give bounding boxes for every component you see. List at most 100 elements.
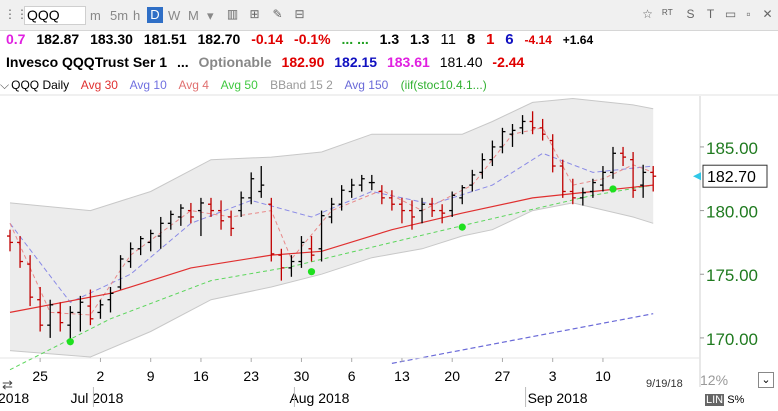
ohlc-bar[interactable] <box>157 216 164 249</box>
ohlc-bar[interactable] <box>589 178 596 198</box>
period-5m[interactable]: 5m <box>110 8 129 23</box>
ohlc-bar[interactable] <box>238 191 245 217</box>
legend-item-avg30[interactable]: Avg 30 <box>80 78 118 92</box>
legend-item-avg10[interactable]: Avg 10 <box>129 78 167 92</box>
x-tick-label: 3 <box>549 368 557 384</box>
ohlc-bar[interactable] <box>117 255 124 290</box>
ohlc-bar[interactable] <box>599 166 606 192</box>
ohlc-bar[interactable] <box>368 174 375 191</box>
ohlc-bar[interactable] <box>378 185 385 205</box>
ohlc-bar[interactable] <box>7 229 13 252</box>
ohlc-bar[interactable] <box>479 153 486 179</box>
ohlc-bar[interactable] <box>67 306 74 343</box>
period-w[interactable]: W <box>168 8 181 23</box>
ohlc-bar[interactable] <box>650 166 657 192</box>
ohlc-bar[interactable] <box>489 140 496 167</box>
close-icon[interactable]: ✕ <box>762 7 773 21</box>
ohlc-bar[interactable] <box>308 236 315 262</box>
legend-item-qqq-daily[interactable]: ⌵ QQQ Daily <box>0 78 70 92</box>
chevron-down-icon[interactable]: ⌄ <box>758 372 774 388</box>
ohlc-bar[interactable] <box>398 197 405 224</box>
ohlc-bar[interactable] <box>469 169 476 192</box>
ohlc-bar[interactable] <box>77 295 84 332</box>
ohlc-bar[interactable] <box>459 185 466 205</box>
ohlc-bar[interactable] <box>127 242 134 268</box>
ohlc-bar[interactable] <box>187 202 194 224</box>
legend-item-stoc[interactable]: (iif(stoc10.4.1...) <box>400 78 487 92</box>
signal-dot <box>458 223 466 231</box>
ohlc-bar[interactable] <box>47 299 54 338</box>
ohlc-bar[interactable] <box>177 204 184 226</box>
ohlc-bar[interactable] <box>288 255 295 277</box>
ohlc-bar[interactable] <box>620 146 627 167</box>
legend-item-avg150[interactable]: Avg 150 <box>344 78 389 92</box>
ohlc-bar[interactable] <box>167 210 174 230</box>
s-icon[interactable]: S <box>686 7 695 21</box>
ohlc-bar[interactable] <box>197 197 204 237</box>
ohlc-bar[interactable] <box>147 229 154 252</box>
ohlc-bar[interactable] <box>27 255 34 307</box>
ohlc-bar[interactable] <box>409 200 415 230</box>
ohlc-bar[interactable] <box>278 248 285 281</box>
ohlc-bar[interactable] <box>529 111 536 135</box>
ohlc-bar[interactable] <box>509 124 516 147</box>
ohlc-bar[interactable] <box>449 191 456 217</box>
ohlc-bar[interactable] <box>17 236 24 268</box>
ohlc-bar[interactable] <box>539 118 546 141</box>
draw-icon[interactable]: ✎ <box>272 7 283 21</box>
ohlc-bar[interactable] <box>298 236 305 268</box>
ohlc-bar[interactable] <box>208 197 214 217</box>
ohlc-bar[interactable] <box>519 115 526 135</box>
ohlc-bar[interactable] <box>640 164 647 198</box>
ohlc-bar[interactable] <box>348 178 355 198</box>
ohlc-bar[interactable] <box>569 178 576 205</box>
quote-n6: +1.64 <box>562 33 594 47</box>
refresh-icon[interactable]: ⇄ <box>2 377 13 392</box>
ohlc-bar[interactable] <box>97 299 104 319</box>
ohlc-bar[interactable] <box>137 236 144 256</box>
ohlc-bar[interactable] <box>429 197 436 217</box>
ohlc-bar[interactable] <box>559 159 566 198</box>
legend-item-avg50[interactable]: Avg 50 <box>220 78 258 92</box>
add-study-icon[interactable]: ⊞ <box>249 7 260 21</box>
chevron-down-icon[interactable]: ▾ <box>207 8 214 23</box>
ohlc-bar[interactable] <box>268 197 275 262</box>
t-icon[interactable]: T <box>706 7 715 21</box>
ohlc-bar[interactable] <box>630 152 637 198</box>
ohlc-bar[interactable] <box>107 286 114 313</box>
ohlc-bar[interactable] <box>499 127 506 154</box>
ohlc-bar[interactable] <box>549 134 556 173</box>
ohlc-bar[interactable] <box>87 289 94 326</box>
period-m[interactable]: m <box>90 8 101 23</box>
ticker-input[interactable]: QQQ <box>24 6 86 25</box>
link-icon[interactable]: ☆ <box>642 7 653 21</box>
ohlc-bar[interactable] <box>388 190 395 211</box>
ohlc-bar[interactable] <box>358 174 365 192</box>
ohlc-bar[interactable] <box>610 146 616 179</box>
settings-icon[interactable]: ⊟ <box>294 7 305 21</box>
ohlc-bar[interactable] <box>228 210 235 237</box>
ohlc-bar[interactable] <box>37 286 44 332</box>
spct-badge[interactable]: S% <box>727 394 745 406</box>
ohlc-bar[interactable] <box>419 197 426 224</box>
rt-icon[interactable]: ᴿᵀ <box>662 7 673 21</box>
ohlc-bar[interactable] <box>248 172 255 205</box>
period-d[interactable]: D <box>147 7 163 23</box>
minimize-icon[interactable]: ▭ <box>724 7 737 21</box>
ohlc-bar[interactable] <box>318 210 325 262</box>
legend-item-bband[interactable]: BBand 15 2 <box>270 78 333 92</box>
ohlc-bar[interactable] <box>57 302 64 332</box>
bar-chart-icon[interactable]: ▥ <box>226 7 239 21</box>
ohlc-bar[interactable] <box>258 166 265 198</box>
ohlc-bar[interactable] <box>328 197 335 224</box>
period-month[interactable]: M <box>188 8 199 23</box>
ohlc-bar[interactable] <box>338 185 345 211</box>
lin-badge[interactable]: LIN <box>705 394 725 406</box>
period-h[interactable]: h <box>133 8 141 23</box>
legend-item-avg4[interactable]: Avg 4 <box>178 78 209 92</box>
ohlc-bar[interactable] <box>218 200 225 230</box>
restore-icon[interactable]: ▫ <box>746 7 751 21</box>
ohlc-bar[interactable] <box>439 204 446 224</box>
ohlc-bar[interactable] <box>579 187 586 206</box>
